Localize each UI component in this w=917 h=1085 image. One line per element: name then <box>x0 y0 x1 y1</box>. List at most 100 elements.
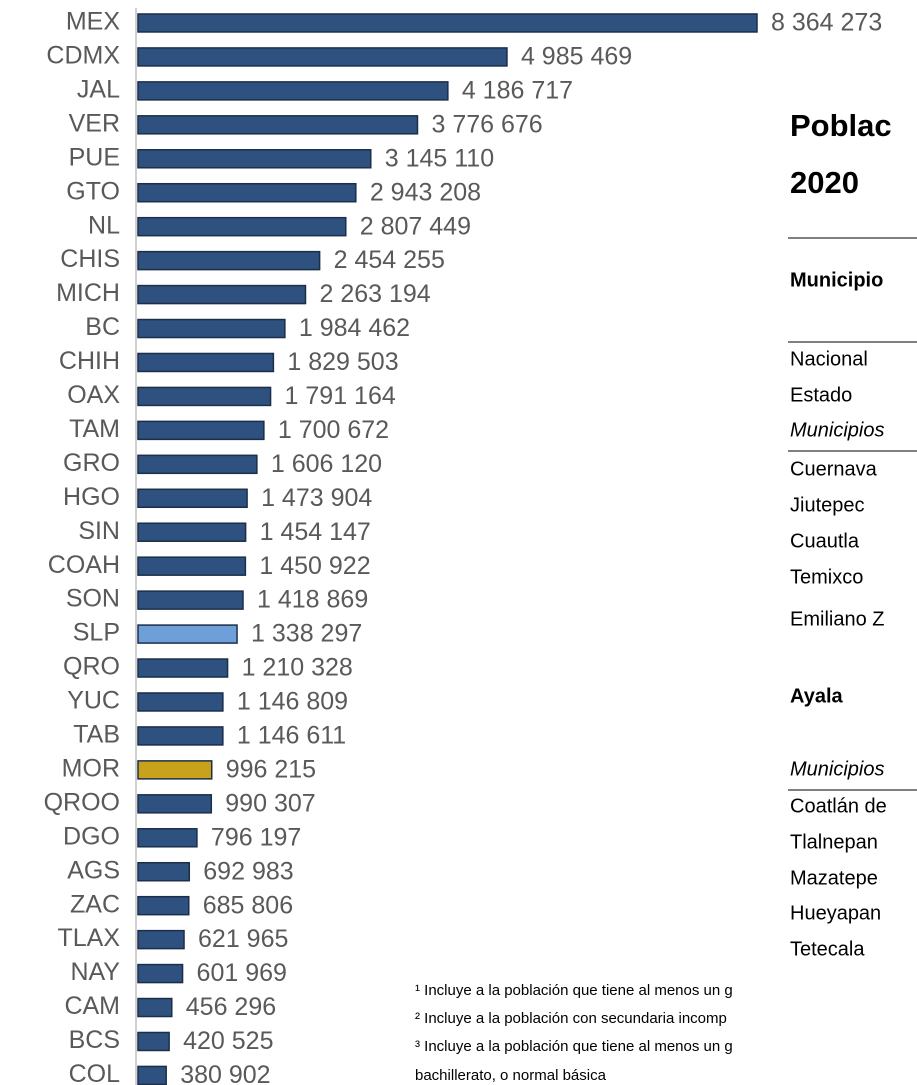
footnote: bachillerato, o normal básica <box>415 1067 607 1084</box>
category-label: MOR <box>62 754 120 782</box>
bar <box>137 352 275 373</box>
value-label: 1 146 809 <box>237 688 348 716</box>
row-label: Nacional <box>790 348 868 370</box>
category-label: AGS <box>67 856 120 884</box>
bar <box>137 624 238 644</box>
value-label: 1 450 922 <box>259 552 370 580</box>
row-label: Tlalnepan <box>790 831 878 853</box>
category-label: TLAX <box>57 924 120 952</box>
bar <box>137 115 419 135</box>
bar <box>137 81 449 101</box>
category-label: GTO <box>66 177 120 205</box>
value-label: 1 454 147 <box>260 518 371 546</box>
bar <box>137 692 224 712</box>
category-label: QROO <box>44 788 120 816</box>
bar <box>137 420 265 441</box>
bar <box>137 929 185 950</box>
value-label: 996 215 <box>226 755 316 783</box>
bar <box>137 250 321 271</box>
category-label: TAB <box>73 721 120 749</box>
category-label: MEX <box>66 8 121 36</box>
category-label: QRO <box>63 653 120 681</box>
category-label: ZAC <box>70 890 120 918</box>
row-label: Mazatepe <box>790 867 878 889</box>
value-label: 2 263 194 <box>319 280 430 308</box>
bar <box>137 828 198 848</box>
value-label: 4 985 469 <box>521 43 632 71</box>
row-label: Emiliano Z <box>790 608 884 630</box>
bar <box>137 182 357 203</box>
category-label: CDMX <box>46 42 120 70</box>
value-label: 420 525 <box>183 1027 273 1055</box>
bar <box>137 386 272 407</box>
row-label: Estado <box>790 384 852 406</box>
bar <box>137 149 372 169</box>
bar <box>137 590 244 610</box>
value-label: 1 700 672 <box>278 416 389 444</box>
category-label: HGO <box>63 483 120 511</box>
category-label: SIN <box>78 517 120 545</box>
bar <box>137 47 508 67</box>
category-label: NL <box>88 211 120 239</box>
bar <box>137 318 286 339</box>
bar <box>137 13 758 33</box>
bar <box>137 522 247 542</box>
category-label: VER <box>69 109 120 137</box>
value-label: 1 146 611 <box>237 722 346 750</box>
category-label: JAL <box>77 75 120 103</box>
bar <box>137 963 184 984</box>
value-label: 1 338 297 <box>251 620 362 648</box>
row-label: Cuernava <box>790 458 878 480</box>
bar <box>137 1031 170 1052</box>
value-label: 1 984 462 <box>299 314 410 342</box>
value-label: 1 606 120 <box>271 450 382 478</box>
row-label: Hueyapan <box>790 902 881 924</box>
bar <box>137 726 224 746</box>
category-label: DGO <box>63 822 120 850</box>
category-label: MICH <box>56 279 120 307</box>
category-label: YUC <box>67 687 120 715</box>
category-label: BC <box>85 313 120 341</box>
bar <box>137 454 258 475</box>
bar <box>137 556 247 576</box>
value-label: 1 791 164 <box>285 382 396 410</box>
value-label: 692 983 <box>203 857 293 885</box>
category-label: SLP <box>73 619 120 647</box>
row-label: Jiutepec <box>790 494 865 516</box>
footnote: ² Incluye a la población con secundaria … <box>415 1010 727 1027</box>
side-panel: Poblac 2020 Municipio Nacional Estado Mu… <box>415 108 917 1084</box>
category-label: GRO <box>63 449 120 477</box>
category-label: CHIS <box>60 245 120 273</box>
bar <box>137 216 347 237</box>
category-label: BCS <box>69 1026 120 1054</box>
row-label: Tetecala <box>790 938 865 960</box>
category-label: SON <box>66 585 120 613</box>
value-label: 1 210 328 <box>242 654 353 682</box>
category-label: PUE <box>69 143 120 171</box>
category-label: OAX <box>67 381 120 409</box>
bar <box>137 861 191 882</box>
footnote: ³ Incluye a la población que tiene al me… <box>415 1038 733 1055</box>
footnote: ¹ Incluye a la población que tiene al me… <box>415 982 733 999</box>
value-label: 380 902 <box>180 1061 270 1085</box>
category-label: COAH <box>48 551 120 579</box>
bar <box>137 760 213 780</box>
bar <box>137 488 248 509</box>
bar <box>137 1065 167 1085</box>
category-label: CAM <box>64 992 120 1020</box>
bar <box>137 997 173 1018</box>
bar <box>137 658 229 678</box>
category-label: TAM <box>69 415 120 443</box>
value-label: 2 807 449 <box>360 212 471 240</box>
category-label: NAY <box>70 958 120 986</box>
value-label: 685 806 <box>203 891 293 919</box>
value-label: 3 776 676 <box>431 110 542 138</box>
value-label: 1 418 869 <box>257 586 368 614</box>
panel-title: Poblac <box>790 108 892 143</box>
value-label: 4 186 717 <box>462 76 573 104</box>
bar <box>137 895 190 916</box>
bar <box>137 284 307 305</box>
value-label: 621 965 <box>198 925 288 953</box>
value-label: 796 197 <box>211 823 301 851</box>
